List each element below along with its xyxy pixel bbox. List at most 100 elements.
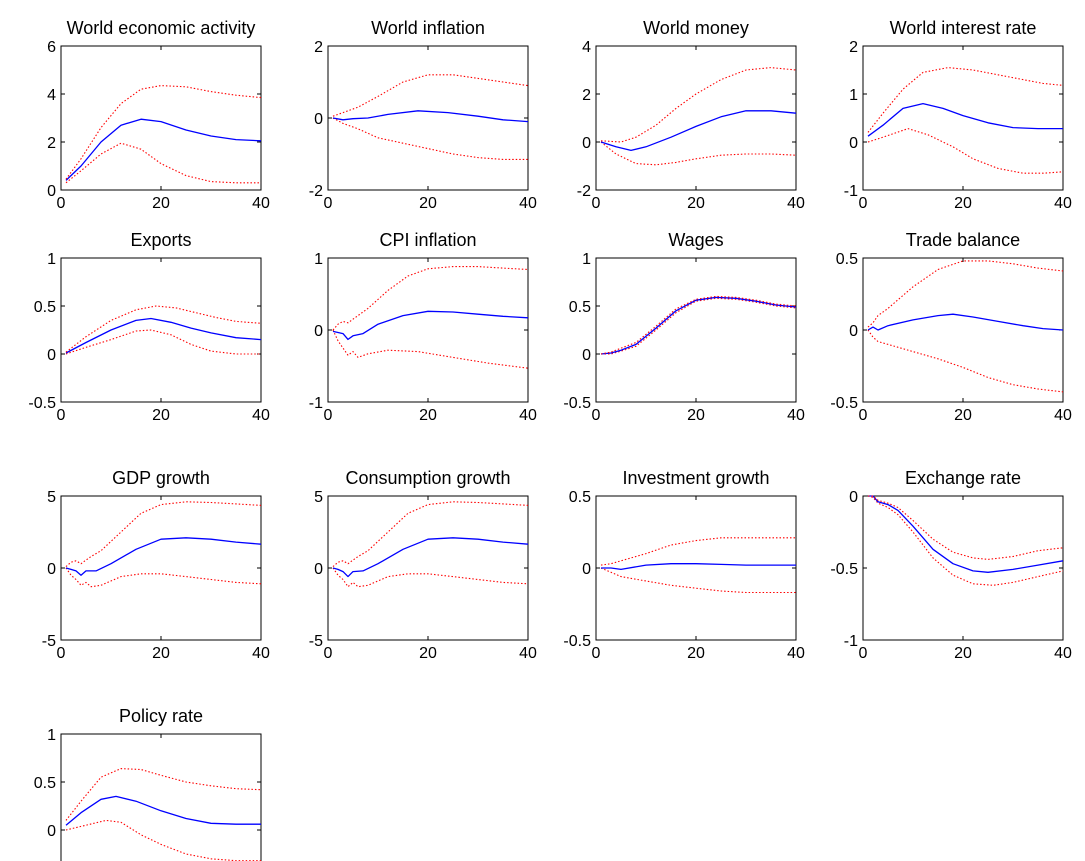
y-tick-label: 2 bbox=[314, 39, 323, 56]
chart-title: World money bbox=[643, 18, 749, 38]
upper-band-line bbox=[332, 266, 529, 331]
y-tick-label: 0 bbox=[314, 561, 323, 578]
x-tick-label: 40 bbox=[1054, 195, 1072, 212]
x-tick-label: 40 bbox=[252, 407, 270, 424]
y-tick-label: -0.5 bbox=[830, 395, 858, 412]
chart-title: Trade balance bbox=[906, 230, 1020, 250]
x-tick-label: 40 bbox=[519, 195, 537, 212]
y-tick-label: 4 bbox=[47, 87, 56, 104]
x-tick-label: 0 bbox=[324, 645, 333, 662]
x-tick-label: 0 bbox=[859, 645, 868, 662]
median-line bbox=[65, 795, 261, 826]
x-tick-label: 20 bbox=[419, 645, 437, 662]
lower-band-line bbox=[65, 567, 262, 588]
y-tick-label: 0 bbox=[849, 323, 858, 340]
upper-band-line bbox=[867, 67, 1064, 133]
upper-band-line bbox=[65, 768, 262, 821]
y-tick-label: 0 bbox=[47, 347, 56, 364]
median-line bbox=[601, 563, 796, 571]
x-tick-label: 0 bbox=[859, 195, 868, 212]
x-tick-label: 0 bbox=[57, 407, 66, 424]
median-line bbox=[868, 495, 1064, 573]
median-line bbox=[600, 110, 797, 152]
y-tick-label: 2 bbox=[582, 87, 591, 104]
x-tick-label: 0 bbox=[859, 407, 868, 424]
chart-title: World economic activity bbox=[67, 18, 256, 38]
chart-title: Exchange rate bbox=[905, 468, 1021, 488]
chart-title: World inflation bbox=[371, 18, 485, 38]
axes-box bbox=[862, 495, 1064, 641]
upper-band-line bbox=[867, 260, 1064, 328]
y-tick-label: 1 bbox=[314, 251, 323, 268]
lower-band-line bbox=[65, 142, 261, 184]
y-tick-label: -1 bbox=[844, 183, 858, 200]
chart-title: GDP growth bbox=[112, 468, 210, 488]
x-tick-label: 40 bbox=[252, 645, 270, 662]
x-tick-label: 40 bbox=[1054, 645, 1072, 662]
lower-band-line bbox=[867, 128, 1064, 174]
y-tick-label: 6 bbox=[47, 39, 56, 56]
upper-band-line bbox=[600, 537, 796, 566]
chart-title: Wages bbox=[668, 230, 723, 250]
x-tick-label: 0 bbox=[592, 195, 601, 212]
y-tick-label: 1 bbox=[849, 87, 858, 104]
x-tick-label: 0 bbox=[324, 195, 333, 212]
x-tick-label: 20 bbox=[152, 407, 170, 424]
upper-band-line bbox=[65, 501, 262, 568]
y-tick-label: -5 bbox=[309, 633, 323, 650]
x-tick-label: 0 bbox=[57, 195, 66, 212]
y-tick-label: -1 bbox=[844, 633, 858, 650]
axes-box bbox=[60, 45, 262, 191]
y-tick-label: 0.5 bbox=[34, 775, 56, 792]
median-line bbox=[867, 313, 1064, 331]
x-tick-label: 0 bbox=[592, 407, 601, 424]
median-line bbox=[332, 110, 529, 123]
y-tick-label: -1 bbox=[309, 395, 323, 412]
chart-title: Consumption growth bbox=[345, 468, 510, 488]
y-tick-label: 5 bbox=[47, 489, 56, 506]
x-tick-label: 40 bbox=[519, 645, 537, 662]
y-tick-label: 5 bbox=[314, 489, 323, 506]
x-tick-label: 40 bbox=[787, 195, 805, 212]
axes-box bbox=[595, 257, 797, 403]
y-tick-label: 0 bbox=[47, 823, 56, 840]
y-tick-label: 4 bbox=[582, 39, 591, 56]
x-tick-label: 0 bbox=[57, 645, 66, 662]
y-tick-label: -2 bbox=[309, 183, 323, 200]
y-tick-label: 0 bbox=[47, 183, 56, 200]
y-tick-label: 0 bbox=[849, 135, 858, 152]
median-line bbox=[65, 317, 262, 354]
y-tick-label: -0.5 bbox=[830, 561, 858, 578]
y-tick-label: 0 bbox=[849, 489, 858, 506]
axes-box bbox=[862, 257, 1064, 403]
lower-band-line bbox=[867, 329, 1064, 393]
x-tick-label: 20 bbox=[419, 195, 437, 212]
y-tick-label: -0.5 bbox=[563, 395, 591, 412]
x-tick-label: 40 bbox=[519, 407, 537, 424]
upper-band-line bbox=[332, 501, 529, 568]
x-tick-label: 20 bbox=[687, 195, 705, 212]
y-tick-label: 0 bbox=[47, 561, 56, 578]
y-tick-label: 0 bbox=[582, 561, 591, 578]
lower-band-line bbox=[600, 567, 796, 594]
median-line bbox=[65, 537, 262, 576]
y-tick-label: 0 bbox=[582, 135, 591, 152]
axes-box bbox=[60, 733, 262, 861]
lower-band-line bbox=[65, 329, 261, 355]
axes-box bbox=[862, 45, 1064, 191]
y-tick-label: -0.5 bbox=[563, 633, 591, 650]
x-tick-label: 20 bbox=[954, 645, 972, 662]
axes-box bbox=[327, 495, 529, 641]
y-tick-label: -0.5 bbox=[28, 395, 56, 412]
upper-band-line bbox=[332, 74, 529, 117]
x-tick-label: 20 bbox=[419, 407, 437, 424]
